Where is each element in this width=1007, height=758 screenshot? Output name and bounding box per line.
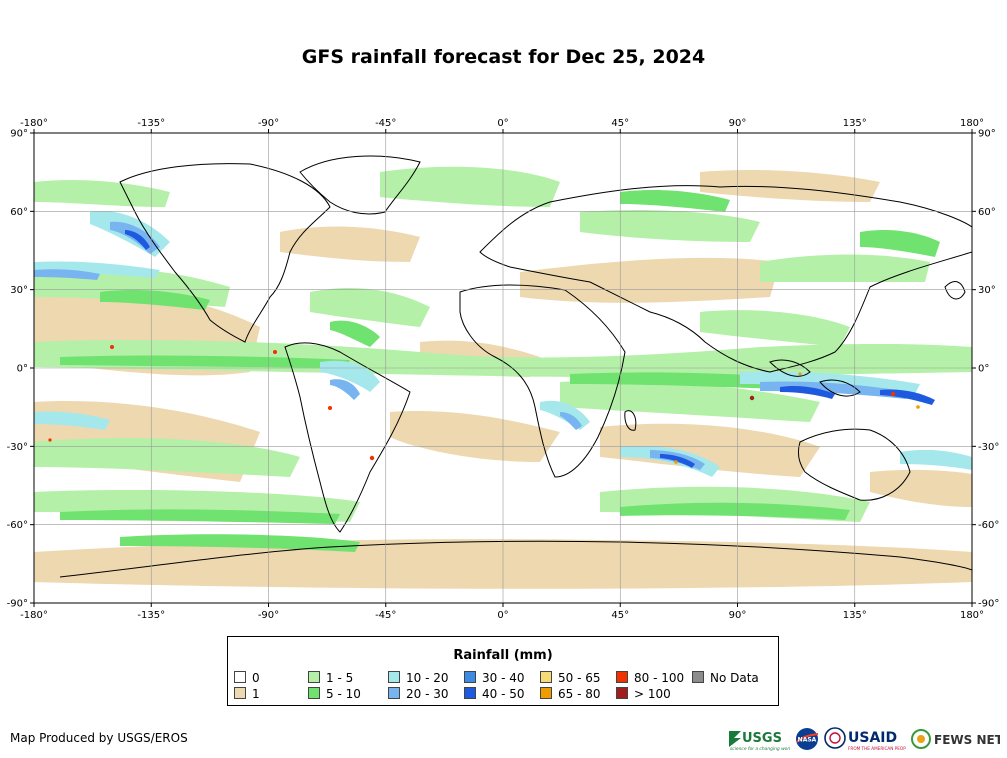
- lon-tick-label: 90°: [729, 610, 747, 621]
- svg-text:science for a changing world: science for a changing world: [730, 746, 790, 752]
- lat-tick-label: 90°: [978, 129, 996, 140]
- lat-tick-label: -60°: [978, 520, 999, 531]
- usgs-logo: USGS science for a changing world: [728, 726, 793, 752]
- lon-tick-label: -45°: [375, 118, 396, 129]
- legend-item: 50 - 65: [540, 671, 601, 685]
- svg-text:FEWS NET: FEWS NET: [934, 733, 1000, 747]
- lon-tick-label: 180°: [960, 610, 984, 621]
- lon-tick-label: 135°: [843, 118, 867, 129]
- legend-label: 1 - 5: [326, 671, 354, 685]
- usaid-logo: USAID FROM THE AMERICAN PEOPLE: [824, 726, 911, 752]
- legend-swatch: [308, 671, 320, 683]
- legend-swatch: [234, 687, 246, 699]
- legend-swatch: [540, 687, 552, 699]
- legend-swatch: [616, 671, 628, 683]
- lon-tick-label: 135°: [843, 610, 867, 621]
- nasa-logo: NASA: [794, 726, 820, 752]
- lat-tick-label: 0°: [978, 364, 989, 375]
- lat-tick-label: 60°: [10, 207, 28, 218]
- axis-ticks: -180° -135° -90° -45° 0° 45° 90° 135° 180° -180°…: [7, 118, 1000, 621]
- lat-tick-label: -90°: [978, 599, 999, 610]
- svg-text:USGS: USGS: [742, 731, 782, 746]
- lat-tick-label: 30°: [10, 285, 28, 296]
- legend-item: 30 - 40: [464, 671, 525, 685]
- legend-swatch: [464, 687, 476, 699]
- legend-item: 5 - 10: [308, 687, 361, 701]
- coastlines: [59, 155, 972, 578]
- lat-tick-label: 30°: [978, 285, 996, 296]
- lat-tick-label: 60°: [978, 207, 996, 218]
- lon-tick-label: -135°: [137, 118, 165, 129]
- svg-text:USAID: USAID: [848, 730, 897, 746]
- legend-item: 80 - 100: [616, 671, 684, 685]
- legend-label: 1: [252, 687, 260, 701]
- lat-tick-label: 0°: [17, 364, 28, 375]
- lon-tick-label: -90°: [258, 118, 279, 129]
- legend-swatch: [388, 671, 400, 683]
- legend-item: 1: [234, 687, 260, 701]
- legend-item: 40 - 50: [464, 687, 525, 701]
- legend-label: > 100: [634, 687, 671, 701]
- legend-item: 65 - 80: [540, 687, 601, 701]
- legend-label: 65 - 80: [558, 687, 601, 701]
- lon-tick-label: 0°: [497, 118, 508, 129]
- lat-tick-label: -30°: [978, 442, 999, 453]
- legend-item: No Data: [692, 671, 759, 685]
- legend-label: 30 - 40: [482, 671, 525, 685]
- legend-swatch: [308, 687, 320, 699]
- lon-tick-label: -180°: [20, 610, 48, 621]
- rainfall-map: -180° -135° -90° -45° 0° 45° 90° 135° 180° -180°…: [7, 118, 1000, 621]
- lon-tick-label: 45°: [611, 610, 629, 621]
- logos: USGS science for a changing world NASA U…: [728, 726, 1004, 752]
- graticule: [34, 133, 972, 603]
- lon-tick-label: -180°: [20, 118, 48, 129]
- legend-item: 1 - 5: [308, 671, 353, 685]
- lon-tick-label: -90°: [258, 610, 279, 621]
- legend-label: 40 - 50: [482, 687, 525, 701]
- legend-swatch: [234, 671, 246, 683]
- legend-label: 0: [252, 671, 260, 685]
- legend: Rainfall (mm) 0 1 1 - 5 5 - 10 10 - 20 20 - 3…: [227, 636, 779, 706]
- lon-tick-label: 0°: [497, 610, 508, 621]
- legend-swatch: [616, 687, 628, 699]
- lon-tick-label: -45°: [375, 610, 396, 621]
- legend-swatch: [388, 687, 400, 699]
- lat-tick-label: 90°: [10, 129, 28, 140]
- lon-tick-label: -135°: [137, 610, 165, 621]
- fews-net-logo: FEWS NET: [910, 726, 1004, 752]
- svg-text:NASA: NASA: [798, 737, 817, 744]
- legend-label: 80 - 100: [634, 671, 685, 685]
- legend-label: No Data: [710, 671, 759, 685]
- legend-label: 10 - 20: [406, 671, 449, 685]
- credit-text: Map Produced by USGS/EROS: [10, 731, 188, 745]
- lat-tick-label: -60°: [7, 520, 28, 531]
- map-title: GFS rainfall forecast for Dec 25, 2024: [301, 46, 706, 68]
- lat-tick-label: -90°: [7, 599, 28, 610]
- lon-tick-label: 180°: [960, 118, 984, 129]
- legend-label: 5 - 10: [326, 687, 361, 701]
- legend-swatch: [540, 671, 552, 683]
- legend-label: 20 - 30: [406, 687, 449, 701]
- lat-tick-label: -30°: [7, 442, 28, 453]
- lon-tick-label: 45°: [611, 118, 629, 129]
- legend-item: 0: [234, 671, 260, 685]
- legend-swatch: [692, 671, 704, 683]
- lon-tick-label: 90°: [729, 118, 747, 129]
- legend-label: 50 - 65: [558, 671, 601, 685]
- svg-text:FROM THE AMERICAN PEOPLE: FROM THE AMERICAN PEOPLE: [848, 746, 906, 751]
- legend-item: 20 - 30: [388, 687, 449, 701]
- legend-item: > 100: [616, 687, 671, 701]
- legend-item: 10 - 20: [388, 671, 449, 685]
- legend-title: Rainfall (mm): [453, 648, 553, 663]
- legend-swatch: [464, 671, 476, 683]
